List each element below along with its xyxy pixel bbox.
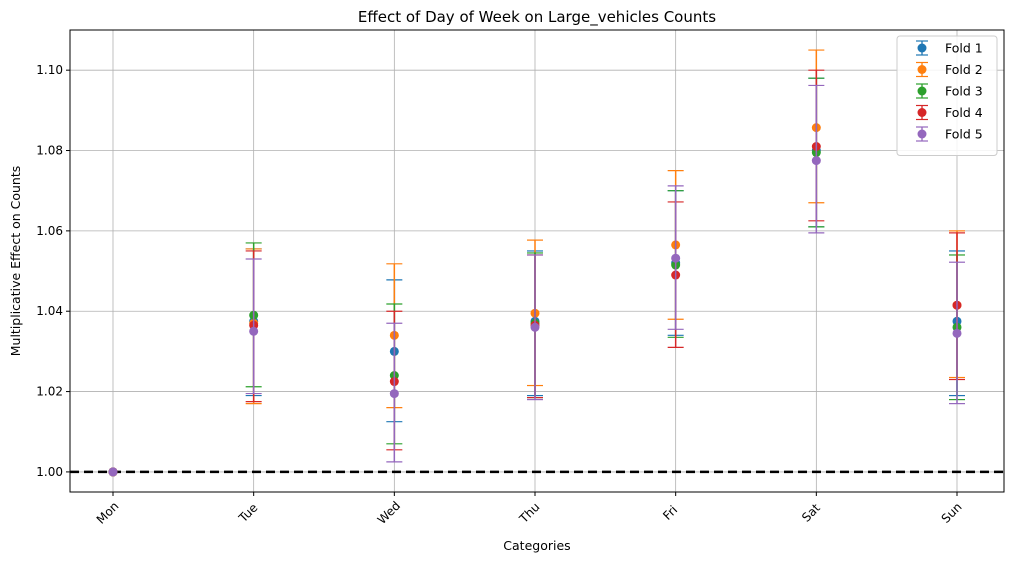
y-tick-label: 1.08 bbox=[36, 144, 63, 158]
series-1 bbox=[108, 77, 965, 477]
legend-marker bbox=[917, 129, 927, 139]
y-tick-label: 1.06 bbox=[36, 224, 63, 238]
data-point bbox=[108, 467, 118, 477]
series-4 bbox=[108, 69, 965, 477]
y-axis-label: Multiplicative Effect on Counts bbox=[8, 166, 23, 357]
y-tick-label: 1.02 bbox=[36, 385, 63, 399]
legend-label: Fold 4 bbox=[945, 105, 983, 120]
x-tick-label: Tue bbox=[235, 501, 260, 526]
data-marks bbox=[108, 49, 965, 477]
data-point bbox=[389, 389, 399, 399]
x-tick-label: Sat bbox=[799, 501, 823, 525]
x-tick-label: Wed bbox=[375, 499, 403, 527]
data-point bbox=[671, 253, 681, 263]
data-point bbox=[249, 326, 259, 336]
x-tick-label: Fri bbox=[660, 503, 680, 523]
legend-label: Fold 3 bbox=[945, 84, 983, 99]
legend-marker bbox=[917, 108, 927, 117]
legend-item: Fold 5 bbox=[916, 126, 983, 142]
series-3 bbox=[108, 77, 965, 477]
legend-item: Fold 3 bbox=[916, 83, 983, 99]
legend-marker bbox=[917, 65, 927, 74]
legend-label: Fold 2 bbox=[945, 62, 983, 77]
legend-marker bbox=[917, 43, 927, 53]
x-tick-label: Thu bbox=[516, 500, 543, 527]
y-tick-label: 1.00 bbox=[36, 465, 63, 479]
y-tick-label: 1.04 bbox=[36, 304, 63, 318]
y-axis-ticks: 1.00 1.02 1.04 1.06 1.08 1.10 bbox=[36, 63, 70, 479]
x-tick-label: Mon bbox=[94, 499, 122, 527]
legend-marker bbox=[917, 86, 927, 96]
data-point bbox=[530, 322, 540, 332]
chart-title: Effect of Day of Week on Large_vehicles … bbox=[358, 8, 716, 27]
x-axis-label: Categories bbox=[503, 538, 570, 553]
legend-item: Fold 1 bbox=[916, 40, 983, 56]
legend-item: Fold 4 bbox=[916, 104, 983, 121]
legend: Fold 1 Fold 2 Fold 3 Fold 4 Fold 5 bbox=[896, 35, 998, 156]
data-point bbox=[811, 156, 821, 166]
series-2 bbox=[108, 49, 965, 477]
legend-item: Fold 2 bbox=[916, 61, 983, 78]
plot-frame bbox=[69, 29, 1005, 493]
data-point bbox=[952, 328, 962, 338]
y-tick-label: 1.10 bbox=[36, 63, 63, 77]
legend-label: Fold 5 bbox=[945, 127, 983, 142]
legend-label: Fold 1 bbox=[945, 41, 983, 56]
series-5 bbox=[108, 84, 965, 477]
x-tick-label: Sun bbox=[939, 500, 965, 526]
grid bbox=[70, 30, 1004, 492]
x-axis-ticks: Mon Tue Wed Thu Fri Sat Sun bbox=[94, 492, 965, 527]
